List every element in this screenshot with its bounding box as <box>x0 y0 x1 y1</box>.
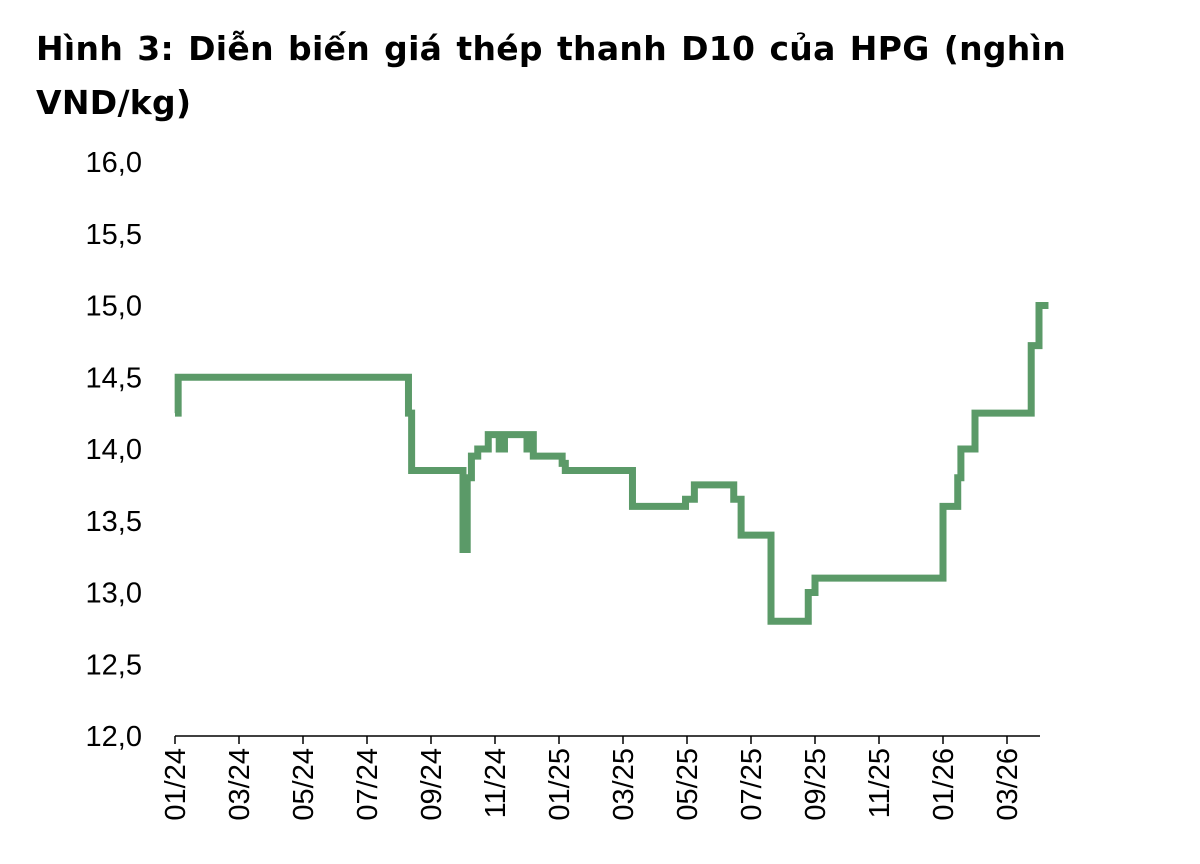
x-tick-label: 05/25 <box>672 748 704 821</box>
x-tick-label: 11/25 <box>864 748 896 818</box>
y-tick-label: 12,5 <box>86 649 142 681</box>
chart-title: Hình 3: Diễn biến giá thép thanh D10 của… <box>36 29 1066 122</box>
y-axis-tick-labels: 12,0 12,5 13,0 13,5 14,0 14,5 15,0 15,5 16,0 <box>86 147 142 753</box>
x-tick-label: 03/26 <box>992 748 1024 821</box>
x-tick-label: 11/24 <box>480 748 512 818</box>
x-tick-label: 03/25 <box>608 748 640 821</box>
series-line <box>174 302 1049 625</box>
x-axis-tick-marks <box>174 736 1008 744</box>
y-tick-label: 15,5 <box>86 219 142 251</box>
x-tick-label: 01/25 <box>544 748 576 821</box>
y-tick-label: 13,5 <box>86 506 142 538</box>
x-tick-label: 09/24 <box>416 748 448 821</box>
x-tick-label: 07/25 <box>736 748 768 821</box>
y-tick-label: 14,5 <box>86 362 142 394</box>
x-tick-label: 07/24 <box>352 748 384 821</box>
y-tick-label: 14,0 <box>86 434 142 466</box>
x-tick-label: 01/24 <box>160 748 192 821</box>
y-tick-label: 16,0 <box>86 147 142 179</box>
x-tick-label: 03/24 <box>224 748 256 821</box>
y-tick-label: 12,0 <box>86 721 142 753</box>
x-axis-tick-labels: 01/24 03/24 05/24 07/24 09/24 11/24 01/25 03/25… <box>160 748 1024 821</box>
x-tick-label: 05/24 <box>288 748 320 821</box>
y-tick-label: 15,0 <box>86 291 142 323</box>
x-tick-label: 01/26 <box>928 748 960 821</box>
x-tick-label: 09/25 <box>800 748 832 821</box>
y-tick-label: 13,0 <box>86 578 142 610</box>
